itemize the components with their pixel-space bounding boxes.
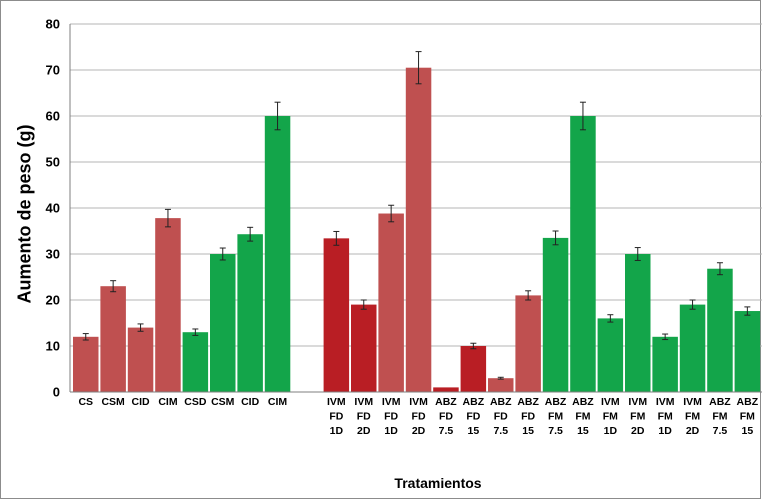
x-tick-label: FD bbox=[384, 411, 398, 423]
y-tick-label: 60 bbox=[46, 109, 60, 124]
x-tick-label: 1D bbox=[384, 425, 398, 437]
x-tick-label: IVM bbox=[683, 396, 702, 408]
x-tick-label: 7.5 bbox=[548, 425, 563, 437]
bar bbox=[351, 304, 377, 392]
x-tick-label: 7.5 bbox=[493, 425, 508, 437]
x-tick-label: 2D bbox=[686, 425, 700, 437]
x-tick-label: ABZ bbox=[545, 396, 567, 408]
x-tick-label: FM bbox=[685, 411, 700, 423]
bar bbox=[155, 218, 181, 392]
x-tick-label: CSM bbox=[211, 396, 235, 408]
x-tick-label: IVM bbox=[628, 396, 647, 408]
bar bbox=[378, 213, 404, 392]
y-tick-label: 70 bbox=[46, 63, 60, 78]
bar bbox=[734, 311, 761, 392]
x-tick-label: 2D bbox=[631, 425, 645, 437]
x-tick-label: ABZ bbox=[463, 396, 485, 408]
x-tick-label: 15 bbox=[522, 425, 534, 437]
y-tick-label: 20 bbox=[46, 293, 60, 308]
x-tick-label: 15 bbox=[577, 425, 589, 437]
x-tick-label: ABZ bbox=[737, 396, 759, 408]
x-tick-label: ABZ bbox=[435, 396, 457, 408]
x-tick-label: IVM bbox=[382, 396, 401, 408]
x-tick-label: CID bbox=[132, 396, 151, 408]
bar bbox=[73, 336, 99, 392]
bar bbox=[182, 332, 209, 392]
x-tick-label: FD bbox=[412, 411, 426, 423]
x-tick-label: 7.5 bbox=[439, 425, 454, 437]
x-axis-title: Tratamientos bbox=[394, 475, 482, 491]
x-tick-label: FD bbox=[521, 411, 535, 423]
bar bbox=[652, 336, 678, 392]
x-tick-label: IVM bbox=[327, 396, 346, 408]
bar bbox=[679, 304, 706, 392]
bar bbox=[542, 237, 569, 392]
bar bbox=[405, 67, 432, 392]
y-tick-label: 80 bbox=[46, 17, 60, 32]
bar bbox=[237, 234, 263, 392]
x-tick-label: ABZ bbox=[517, 396, 539, 408]
x-tick-label: 15 bbox=[742, 425, 754, 437]
y-tick-label: 30 bbox=[46, 247, 60, 262]
x-tick-label: FM bbox=[658, 411, 673, 423]
x-tick-label: IVM bbox=[656, 396, 675, 408]
x-tick-label: FM bbox=[575, 411, 590, 423]
x-tick-label: IVM bbox=[601, 396, 620, 408]
bar bbox=[323, 238, 350, 392]
y-tick-label: 10 bbox=[46, 339, 60, 354]
x-tick-label: IVM bbox=[409, 396, 428, 408]
x-tick-label: 7.5 bbox=[713, 425, 728, 437]
bar bbox=[264, 116, 291, 392]
x-tick-label: FD bbox=[466, 411, 480, 423]
x-tick-label: FD bbox=[329, 411, 343, 423]
bar bbox=[625, 254, 651, 392]
y-tick-label: 40 bbox=[46, 201, 60, 216]
x-tick-label: FM bbox=[603, 411, 618, 423]
bar bbox=[460, 346, 487, 392]
bar bbox=[570, 116, 596, 392]
y-tick-label: 50 bbox=[46, 155, 60, 170]
x-tick-label: CS bbox=[78, 396, 93, 408]
x-tick-label: FD bbox=[494, 411, 508, 423]
x-tick-label: FM bbox=[712, 411, 727, 423]
x-tick-label: CIM bbox=[268, 396, 288, 408]
x-tick-label: CIM bbox=[158, 396, 178, 408]
bar bbox=[100, 286, 126, 392]
x-tick-label: FD bbox=[357, 411, 371, 423]
bar bbox=[707, 268, 733, 392]
bar bbox=[433, 387, 459, 392]
x-tick-label: ABZ bbox=[572, 396, 594, 408]
x-tick-label: ABZ bbox=[709, 396, 731, 408]
x-tick-label: 2D bbox=[412, 425, 426, 437]
bar bbox=[127, 327, 154, 392]
bar bbox=[597, 318, 624, 392]
x-tick-label: 15 bbox=[468, 425, 480, 437]
bar bbox=[210, 254, 236, 392]
y-axis-title: Aumento de peso (g) bbox=[14, 124, 35, 304]
x-tick-label: CSM bbox=[101, 396, 125, 408]
x-tick-label: IVM bbox=[354, 396, 373, 408]
x-tick-label: 2D bbox=[357, 425, 371, 437]
x-tick-label: FM bbox=[740, 411, 755, 423]
x-tick-label: CID bbox=[241, 396, 260, 408]
x-tick-label: CSD bbox=[184, 396, 207, 408]
x-tick-label: ABZ bbox=[490, 396, 512, 408]
x-tick-label: 1D bbox=[604, 425, 618, 437]
x-tick-label: FD bbox=[439, 411, 453, 423]
bar bbox=[488, 378, 514, 392]
x-tick-label: 1D bbox=[658, 425, 672, 437]
x-tick-label: FM bbox=[630, 411, 645, 423]
bar bbox=[515, 295, 541, 392]
x-tick-label: 1D bbox=[330, 425, 344, 437]
x-tick-label: FM bbox=[548, 411, 563, 423]
y-tick-label: 0 bbox=[53, 385, 60, 400]
